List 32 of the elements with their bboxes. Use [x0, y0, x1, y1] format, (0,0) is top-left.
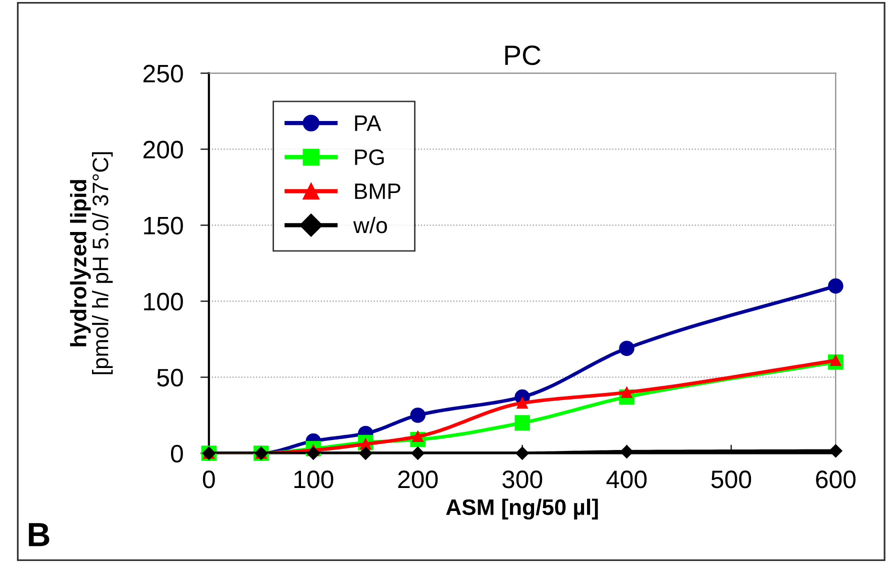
legend-label: PG	[355, 149, 384, 166]
x-tick-label: 100	[294, 470, 334, 488]
y-tick-label: 150	[144, 216, 183, 235]
x-tick-label: 0	[202, 470, 215, 488]
point	[306, 446, 320, 460]
point	[514, 415, 530, 430]
point	[516, 397, 528, 409]
x-axis-title: ASM [ng/50 µl]	[446, 498, 598, 520]
y-tick-label: 100	[144, 292, 183, 311]
text: B	[28, 523, 50, 546]
point	[410, 408, 426, 423]
legend-label: BMP	[355, 184, 400, 199]
x-tick-label: 200	[398, 470, 438, 488]
x-tick-label: 300	[502, 470, 542, 488]
legend-label: PA	[355, 116, 382, 131]
point	[829, 444, 842, 458]
y-tick-label: 50	[157, 368, 183, 387]
y-tick-label: 250	[143, 64, 183, 82]
point	[359, 446, 372, 460]
y-tick-label: 200	[143, 140, 183, 158]
x-tick-label: 600	[816, 470, 856, 488]
x-tick-label: 500	[711, 470, 752, 488]
y-tick-label: 0	[170, 444, 183, 463]
point	[620, 445, 634, 458]
point	[619, 340, 634, 356]
chart-title: PC	[505, 45, 541, 66]
point	[411, 446, 424, 460]
y-axis-title: hydrolyzed lipid [pmol/ h/ pH 5.0/ 37°C]	[70, 152, 113, 374]
point	[516, 446, 529, 460]
x-tick-label: 400	[606, 470, 647, 488]
legend-label: w/o	[353, 216, 387, 234]
point	[828, 278, 844, 294]
